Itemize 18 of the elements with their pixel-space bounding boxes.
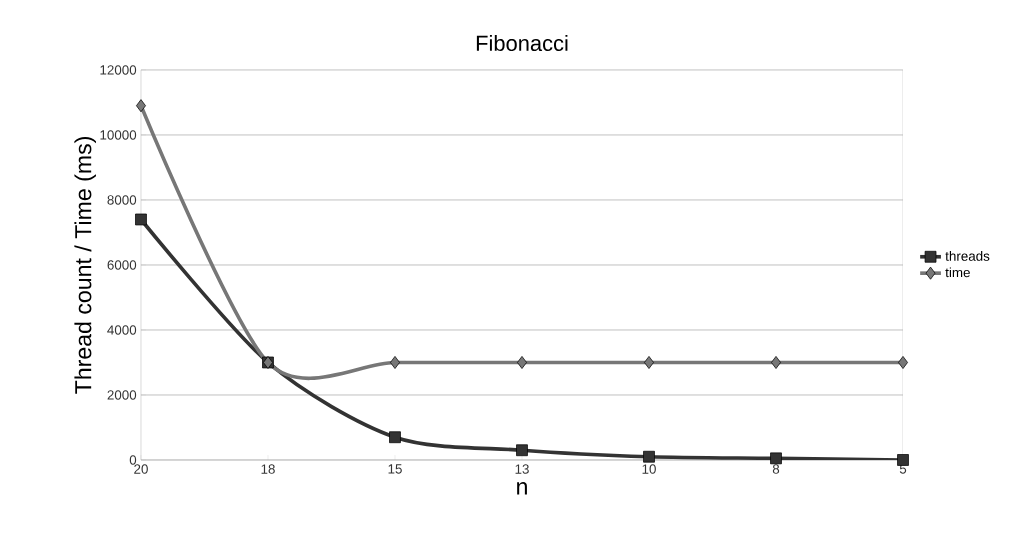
x-tick-label: 13 bbox=[515, 464, 529, 474]
x-tick-label: 18 bbox=[261, 464, 275, 474]
legend-label: time bbox=[945, 267, 970, 278]
y-tick-label: 6000 bbox=[107, 260, 137, 270]
x-tick-label: 15 bbox=[388, 464, 402, 474]
y-tick-label: 10000 bbox=[100, 130, 137, 140]
legend-label: threads bbox=[945, 250, 990, 261]
y-tick-label: 12000 bbox=[100, 65, 137, 75]
x-axis-title: n bbox=[517, 482, 527, 495]
y-tick-label: 2000 bbox=[107, 390, 137, 400]
x-tick-label: 10 bbox=[642, 464, 656, 474]
x-tick-label: 20 bbox=[134, 464, 148, 474]
chart-title: Fibonacci bbox=[476, 34, 568, 52]
x-tick-label: 8 bbox=[772, 464, 780, 474]
y-tick-label: 0 bbox=[129, 455, 137, 465]
y-axis-title: Thread count / Time (ms) bbox=[74, 137, 96, 394]
y-tick-label: 8000 bbox=[107, 195, 137, 205]
y-tick-label: 4000 bbox=[107, 325, 137, 335]
